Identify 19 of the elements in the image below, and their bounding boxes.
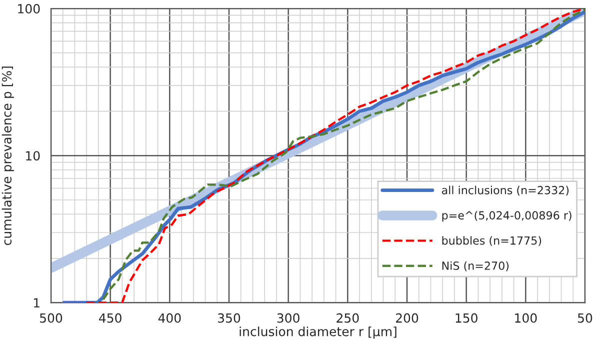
x-tick-label: 200 (396, 313, 418, 323)
y-tick-label: 1 (34, 298, 40, 308)
y-tick-label: 10 (26, 151, 40, 161)
x-tick-label: 300 (277, 313, 300, 323)
x-tick-label: 150 (456, 313, 478, 323)
legend-label: p=e^(5,024-0,00896 r) (442, 210, 572, 222)
y-axis-title: cumulative prevalence p [%] (2, 66, 14, 246)
legend-label: NiS (n=270) (442, 261, 509, 272)
y-tick-label: 100 (18, 4, 40, 14)
x-tick-label: 400 (158, 313, 181, 323)
x-tick-label: 450 (99, 313, 122, 323)
legend-label: all inclusions (n=2332) (442, 186, 569, 196)
legend-label: bubbles (n=1775) (442, 236, 542, 246)
x-tick-label: 50 (578, 313, 592, 323)
x-axis-title: inclusion diameter r [µm] (240, 326, 396, 339)
x-tick-label: 350 (218, 313, 240, 323)
x-tick-label: 100 (515, 313, 537, 323)
x-tick-label: 500 (40, 313, 62, 323)
x-tick-label: 250 (336, 313, 359, 323)
